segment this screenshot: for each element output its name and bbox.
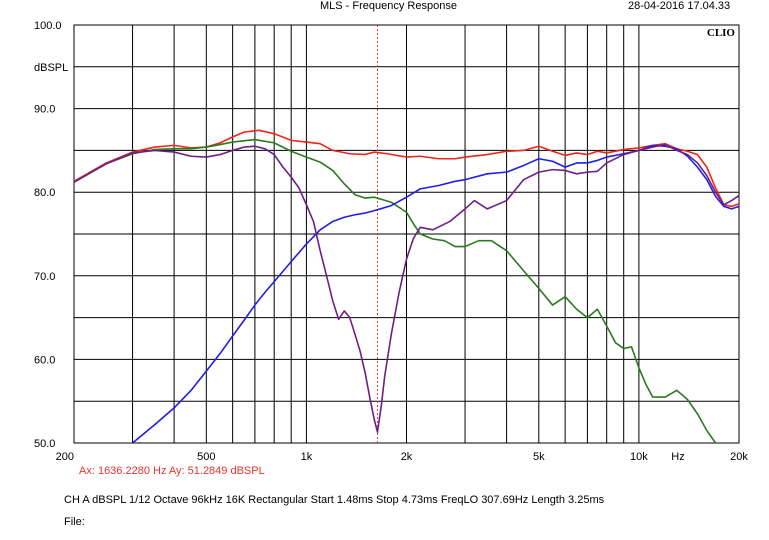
cursor-readout: Ax: 1636.2280 Hz Ay: 51.2849 dBSPL xyxy=(79,465,265,477)
x-axis-unit: Hz xyxy=(671,451,684,463)
chart-title: MLS - Frequency Response xyxy=(320,0,457,12)
x-tick-label: 5k xyxy=(533,451,545,463)
y-tick-label: 100.0 xyxy=(34,20,62,32)
series-line-red xyxy=(73,129,740,208)
x-tick-label: 2k xyxy=(401,451,413,463)
y-axis-unit: dBSPL xyxy=(34,62,68,74)
x-tick-label: 500 xyxy=(197,451,215,463)
y-tick-label: 90.0 xyxy=(34,104,55,116)
x-tick-label: 20k xyxy=(730,451,748,463)
x-tick-label: 1k xyxy=(301,451,313,463)
x-tick-label: 200 xyxy=(56,451,74,463)
y-tick-label: 80.0 xyxy=(34,187,55,199)
grid xyxy=(74,25,739,443)
plot-frame xyxy=(73,24,740,444)
y-tick-label: 70.0 xyxy=(34,271,55,283)
clio-logo: CLIO xyxy=(707,27,736,39)
file-label: File: xyxy=(64,516,85,528)
measurement-settings: CH A dBSPL 1/12 Octave 96kHz 16K Rectang… xyxy=(64,494,605,506)
timestamp: 28-04-2016 17.04.33 xyxy=(628,0,731,12)
series-line-green xyxy=(73,138,717,444)
series-line-purple xyxy=(73,143,740,433)
y-tick-label: 50.0 xyxy=(34,438,55,450)
series-line-blue xyxy=(132,144,740,444)
x-tick-label: 10k xyxy=(630,451,648,463)
y-tick-label: 60.0 xyxy=(34,354,55,366)
